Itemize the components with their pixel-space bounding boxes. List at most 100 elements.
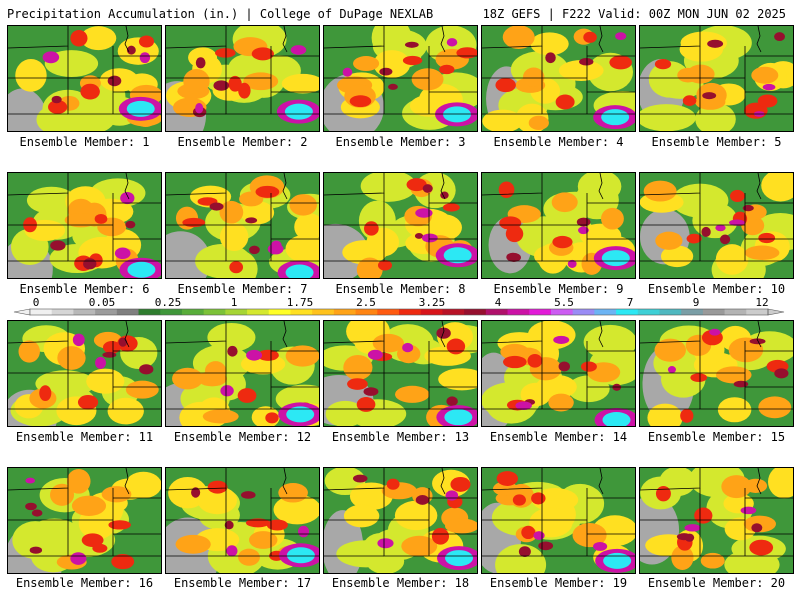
ensemble-member-label: Ensemble Member: 13 [331,430,470,444]
ensemble-member-label: Ensemble Member: 16 [15,576,154,590]
colorbar-tick-label: 4 [495,296,502,309]
ensemble-member-map [7,172,162,279]
colorbar-tick-label: 9 [693,296,700,309]
colorbar-swatch [659,309,682,315]
ensemble-member-map [165,467,320,574]
ensemble-member-label: Ensemble Member: 12 [173,430,312,444]
colorbar-tick-label: 5.5 [554,296,574,309]
colorbar-swatch [290,309,313,315]
precip-field [166,26,319,131]
colorbar-swatch [247,309,270,315]
precip-field [640,173,793,278]
ensemble-member-map [639,320,794,427]
precip-field [8,26,161,131]
colorbar-tick-label: 3.25 [419,296,446,309]
precip-field [166,321,319,426]
precip-field [482,26,635,131]
precip-field [482,321,635,426]
ensemble-member-label: Ensemble Member: 18 [331,576,470,590]
colorbar-swatch [572,309,595,315]
colorbar-max-arrow [767,308,785,316]
precip-field [324,468,477,573]
colorbar-tick-label: 12 [755,296,768,309]
ensemble-member-label: Ensemble Member: 19 [489,576,628,590]
colorbar-tick-label: 1 [231,296,238,309]
ensemble-member-map [7,467,162,574]
colorbar-swatch [529,309,552,315]
colorbar-swatch [724,309,747,315]
colorbar-tick-label: 7 [627,296,634,309]
colorbar-swatch [225,309,248,315]
precip-field [482,173,635,278]
ensemble-member-map [639,467,794,574]
ensemble-member-label: Ensemble Member: 9 [493,282,624,296]
colorbar-swatch [95,309,118,315]
colorbar-min-arrow [13,308,31,316]
precip-field [8,173,161,278]
colorbar-swatch [702,309,726,315]
ensemble-member-map [7,25,162,132]
colorbar-swatch [616,309,639,315]
ensemble-member-label: Ensemble Member: 14 [489,430,628,444]
colorbar-swatch [377,309,400,315]
precip-field [324,173,477,278]
ensemble-member-label: Ensemble Member: 8 [335,282,466,296]
ensemble-member-label: Ensemble Member: 1 [19,135,150,149]
colorbar-swatch [116,309,140,315]
ensemble-member-map [323,25,478,132]
colorbar-swatch [268,309,291,315]
precip-field [324,321,477,426]
ensemble-member-map [323,172,478,279]
ensemble-member-map [639,172,794,279]
colorbar-swatch [485,309,509,315]
ensemble-member-label: Ensemble Member: 7 [177,282,308,296]
precipitation-colorbar: 0 0.05 0.25 1 1.75 2.5 3.25 4 5.5 7 9 12 [13,296,785,316]
ensemble-member-map [481,320,636,427]
ensemble-member-map [481,172,636,279]
precip-field [8,468,161,573]
ensemble-member-map [481,467,636,574]
colorbar-tick-label: 1.75 [287,296,314,309]
colorbar-swatch [160,309,183,315]
colorbar-tick-label: 0 [33,296,40,309]
colorbar-swatch [138,309,161,315]
ensemble-member-map [323,320,478,427]
ensemble-member-map [323,467,478,574]
colorbar-swatch [507,309,530,315]
precip-field [166,468,319,573]
colorbar-swatch [73,309,96,315]
colorbar-swatch [51,309,74,315]
colorbar-swatch [355,309,378,315]
ensemble-member-map [7,320,162,427]
ensemble-member-label: Ensemble Member: 17 [173,576,312,590]
colorbar-swatch [550,309,574,315]
ensemble-member-label: Ensemble Member: 11 [15,430,154,444]
precip-field [640,321,793,426]
precip-field [324,26,477,131]
ensemble-member-label: Ensemble Member: 6 [19,282,150,296]
ensemble-member-label: Ensemble Member: 2 [177,135,308,149]
precip-field [640,468,793,573]
ensemble-member-map [639,25,794,132]
ensemble-member-label: Ensemble Member: 10 [647,282,786,296]
colorbar-swatch [637,309,660,315]
ensemble-member-map [165,25,320,132]
colorbar-swatch [746,309,769,315]
colorbar-tick-label: 0.25 [155,296,182,309]
colorbar-swatch [594,309,617,315]
colorbar-swatch [399,309,422,315]
ensemble-member-map [165,320,320,427]
colorbar-swatch [312,309,335,315]
ensemble-member-label: Ensemble Member: 4 [493,135,624,149]
colorbar-swatch [420,309,443,315]
colorbar-tick-label: 2.5 [356,296,376,309]
colorbar-swatch [464,309,487,315]
colorbar-swatch [442,309,465,315]
ensemble-member-label: Ensemble Member: 3 [335,135,466,149]
precip-field [482,468,635,573]
ensemble-member-label: Ensemble Member: 20 [647,576,786,590]
ensemble-member-map [165,172,320,279]
colorbar-swatch [681,309,704,315]
ensemble-member-label: Ensemble Member: 15 [647,430,786,444]
model-run-info: 18Z GEFS | F222 Valid: 00Z MON JUN 02 20… [482,7,786,21]
